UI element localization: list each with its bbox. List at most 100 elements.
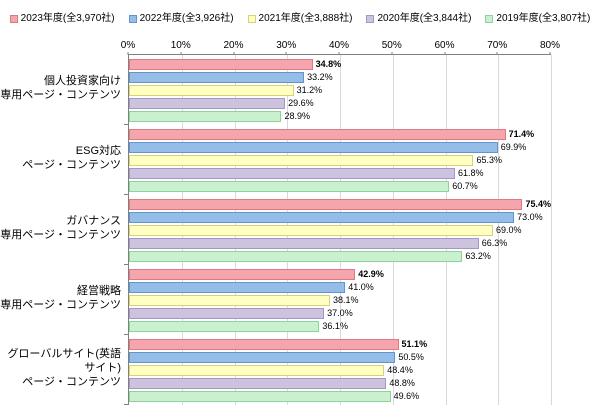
bar [129,250,463,262]
y-tick-mark [124,404,129,405]
legend-item: 2021年度(全3,888社) [247,13,353,24]
bar-value-label: 48.8% [389,377,415,388]
bar-row: 48.8% [129,377,551,389]
bar [129,338,399,350]
bar-value-label: 65.3% [476,154,502,165]
bar [129,71,305,83]
gridline [551,55,552,405]
bar-value-label: 29.6% [288,97,314,108]
bar-row: 60.7% [129,180,551,192]
bar-row: 50.5% [129,351,551,363]
bar-row: 69.0% [129,224,551,236]
y-tick-mark [124,334,129,335]
legend-swatch-icon [128,15,137,23]
bar-group: 71.4% 69.9% 65.3% 61.8% 60.7% [129,125,551,195]
legend-label: 2023年度(全3,970社) [20,13,115,24]
bar-row: 29.6% [129,97,551,109]
legend-swatch-icon [247,15,256,23]
plot-area: 34.8% 33.2% 31.2% 29.6% 28.9% 71.4% 69.9% 65.3%… [124,54,552,405]
bar-row: 33.2% [129,71,551,83]
chart-legend: 2023年度(全3,970社) 2022年度(全3,926社) 2021年度(全3,… [0,0,600,29]
x-axis: 0% 10% 20% 30% 40% 50% 60% 70% 80% [121,36,560,55]
bar [129,224,493,236]
legend-item: 2023年度(全3,970社) [9,13,115,24]
legend-item: 2020年度(全3,844社) [366,14,471,24]
legend-label: 2021年度(全3,888社) [258,13,353,24]
bar [129,180,450,192]
x-tick-mark [549,52,551,55]
bar-row: 37.0% [129,307,551,319]
x-tick-label: 10% [170,40,191,51]
x-tick-mark [338,52,340,55]
x-tick-label: 60% [434,40,455,51]
bar-value-label: 49.6% [393,390,420,401]
category-label: 個人投資家向け 専用ページ・コンテンツ [0,75,121,101]
bar-value-label: 61.8% [457,167,484,178]
bar-value-label: 69.9% [500,141,527,152]
legend-swatch-icon [9,15,18,23]
x-tick-label: 80% [539,40,561,51]
bar-row: 73.0% [129,211,551,223]
bar-value-label: 41.0% [348,281,374,292]
x-tick-mark [180,52,182,55]
bar-value-label: 37.0% [327,307,353,318]
bar-row: 66.3% [129,237,551,249]
legend-swatch-icon [366,15,375,23]
bar-value-label: 38.1% [332,294,359,305]
x-tick-mark [285,52,287,55]
bar-group: 51.1% 50.5% 48.4% 48.8% 49.6% [129,335,551,405]
bar-value-label: 28.9% [284,110,310,121]
bar [129,128,506,140]
bar-row: 51.1% [129,338,551,350]
bar-chart: 0% 10% 20% 30% 40% 50% 60% 70% 80% 個人投資家向け 専用ページ… [0,36,600,405]
legend-swatch-icon [485,15,494,23]
bar-group: 42.9% 41.0% 38.1% 37.0% 36.1% [129,265,551,335]
bar [129,320,320,332]
bar [129,211,515,223]
y-tick-mark [124,264,129,265]
bar [129,167,455,179]
bar-value-label: 51.1% [401,338,428,349]
bar-row: 69.9% [129,141,551,153]
bar-value-label: 66.3% [481,237,508,248]
category-label: 経営戦略 専用ページ・コンテンツ [0,285,121,311]
bar [129,97,286,109]
bar [129,307,325,319]
legend-item: 2022年度(全3,926社) [128,13,234,24]
bar-row: 42.9% [129,268,551,280]
y-tick-mark [124,194,129,195]
bar-row: 75.4% [129,198,551,210]
legend-label: 2022年度(全3,926社) [139,13,234,24]
bar [129,268,356,280]
bar-value-label: 48.4% [387,364,413,375]
bar [129,110,282,122]
bar-row: 61.8% [129,167,551,179]
bar-row: 36.1% [129,320,551,332]
bar-value-label: 63.2% [465,250,491,261]
x-tick-mark [391,52,393,55]
bar-row: 48.4% [129,364,551,376]
bar-value-label: 71.4% [508,128,535,139]
bar-row: 49.6% [129,390,551,402]
x-tick-label: 50% [381,40,402,51]
bar [129,294,330,306]
bar-row: 71.4% [129,128,551,140]
bar [129,198,523,210]
bar [129,154,474,166]
bar [129,351,396,363]
x-tick-mark [127,52,129,55]
legend-item: 2019年度(全3,807社) [485,14,590,24]
category-label: グローバルサイト(英語サイト) ページ・コンテンツ [7,348,121,388]
bar-row: 41.0% [129,281,551,293]
bar-value-label: 42.9% [358,268,384,279]
y-tick-mark [124,124,129,125]
category-label: ESG対応 ページ・コンテンツ [22,145,121,171]
bar [129,377,387,389]
legend-label: 2020年度(全3,844社) [377,13,472,24]
bar-row: 63.2% [129,250,551,262]
bar-value-label: 36.1% [322,320,348,331]
bar [129,364,385,376]
bar-row: 65.3% [129,154,551,166]
x-tick-label: 40% [328,40,350,51]
bar-group: 75.4% 73.0% 69.0% 66.3% 63.2% [129,195,551,265]
